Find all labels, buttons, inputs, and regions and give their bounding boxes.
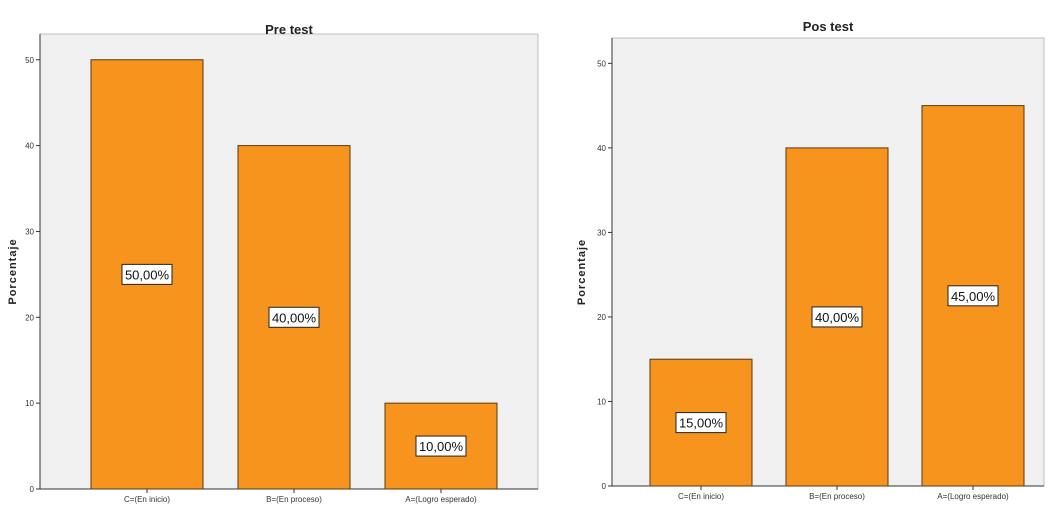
- data-label-box: [811, 306, 863, 328]
- y-tick-label: 0: [30, 485, 35, 494]
- data-label: 40,00%: [815, 310, 860, 325]
- data-label-box: [121, 263, 173, 285]
- data-label-box: [415, 435, 467, 457]
- x-tick-label: A=(Logro esperado): [405, 495, 477, 504]
- y-tick-label: 0: [602, 482, 607, 491]
- chart-title: Pre test: [265, 22, 313, 37]
- data-label-box: [675, 412, 727, 434]
- y-tick-label: 30: [25, 227, 34, 236]
- y-tick-label: 20: [25, 313, 34, 322]
- y-tick-label: 30: [597, 228, 606, 237]
- y-tick-label: 10: [597, 397, 606, 406]
- data-label: 50,00%: [125, 267, 170, 282]
- data-label: 15,00%: [679, 416, 724, 431]
- y-axis-label: Porcentaje: [576, 239, 588, 305]
- y-tick-label: 10: [25, 399, 34, 408]
- x-tick-label: A=(Logro esperado): [937, 492, 1009, 501]
- y-tick-label: 50: [25, 56, 34, 65]
- x-tick-label: B=(En proceso): [266, 495, 322, 504]
- y-tick-label: 50: [597, 59, 606, 68]
- y-tick-label: 40: [25, 142, 34, 151]
- chart-panel-2: 0 10 20 30 40 50 Pos test Porcentaje C=(En inici…: [576, 19, 1045, 501]
- chart-title: Pos test: [803, 19, 854, 34]
- y-tick-label: 40: [597, 144, 606, 153]
- bar: [237, 145, 351, 490]
- data-label: 10,00%: [419, 439, 464, 454]
- y-axis-label: Porcentaje: [7, 238, 19, 304]
- x-tick-label: B=(En proceso): [809, 492, 865, 501]
- chart-panel-1: 0 10 20 30 40 50 Pre test Porcentaje C=(En inici…: [7, 22, 539, 504]
- data-label: 45,00%: [951, 289, 996, 304]
- data-label-box: [268, 306, 320, 328]
- y-tick-label: 20: [597, 313, 606, 322]
- x-tick-label: C=(En inicio): [678, 492, 724, 501]
- data-label: 40,00%: [272, 310, 317, 325]
- x-tick-label: C=(En inicio): [124, 495, 170, 504]
- data-label-box: [947, 285, 999, 307]
